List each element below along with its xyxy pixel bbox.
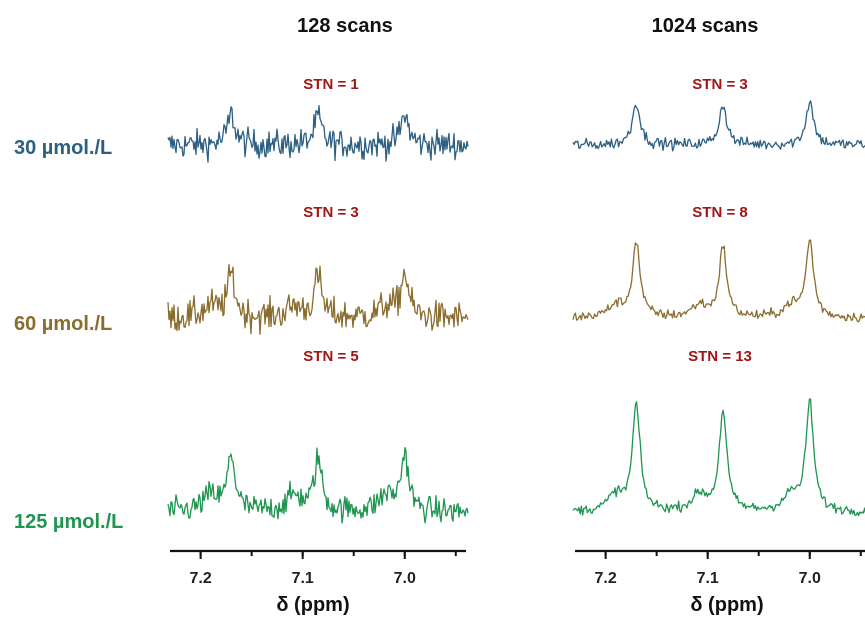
concentration-label-30: 30 µmol./L — [14, 137, 112, 159]
stn-label: STN = 3 — [303, 204, 358, 221]
stn-label: STN = 13 — [688, 348, 752, 365]
spectrum-125-umol-trace — [167, 446, 469, 524]
spectrum-125-umol-trace — [572, 398, 865, 517]
concentration-label-60: 60 µmol./L — [14, 313, 112, 335]
stn-label: STN = 5 — [303, 348, 358, 365]
spectra-panel-1: 1024 scans STN = 3 STN = 8 STN = 13 7.2 7.1 7.… — [572, 15, 865, 616]
x-tick-label: 7.1 — [697, 570, 719, 587]
stn-label: STN = 8 — [692, 204, 747, 221]
x-tick-label: 7.2 — [594, 570, 616, 587]
spectrum-60-umol-trace — [167, 264, 469, 335]
x-tick-label: 7.2 — [189, 570, 211, 587]
panel-title: 128 scans — [297, 15, 393, 37]
x-axis-label: δ (ppm) — [690, 594, 763, 616]
x-tick-label: 7.0 — [799, 570, 821, 587]
x-tick-label: 7.0 — [394, 570, 416, 587]
concentration-label-125: 125 µmol./L — [14, 511, 123, 533]
spectrum-30-umol-trace — [167, 105, 469, 163]
spectra-panel-0: 128 scans STN = 1 STN = 3 STN = 5 7.2 7.1 7.0 δ… — [167, 15, 469, 616]
spectrum-60-umol-trace — [572, 239, 865, 323]
x-axis-label: δ (ppm) — [276, 594, 349, 616]
stn-label: STN = 3 — [692, 76, 747, 93]
spectrum-30-umol-trace — [572, 100, 865, 152]
x-tick-label: 7.1 — [292, 570, 314, 587]
stn-label: STN = 1 — [303, 76, 358, 93]
panel-title: 1024 scans — [652, 15, 759, 37]
